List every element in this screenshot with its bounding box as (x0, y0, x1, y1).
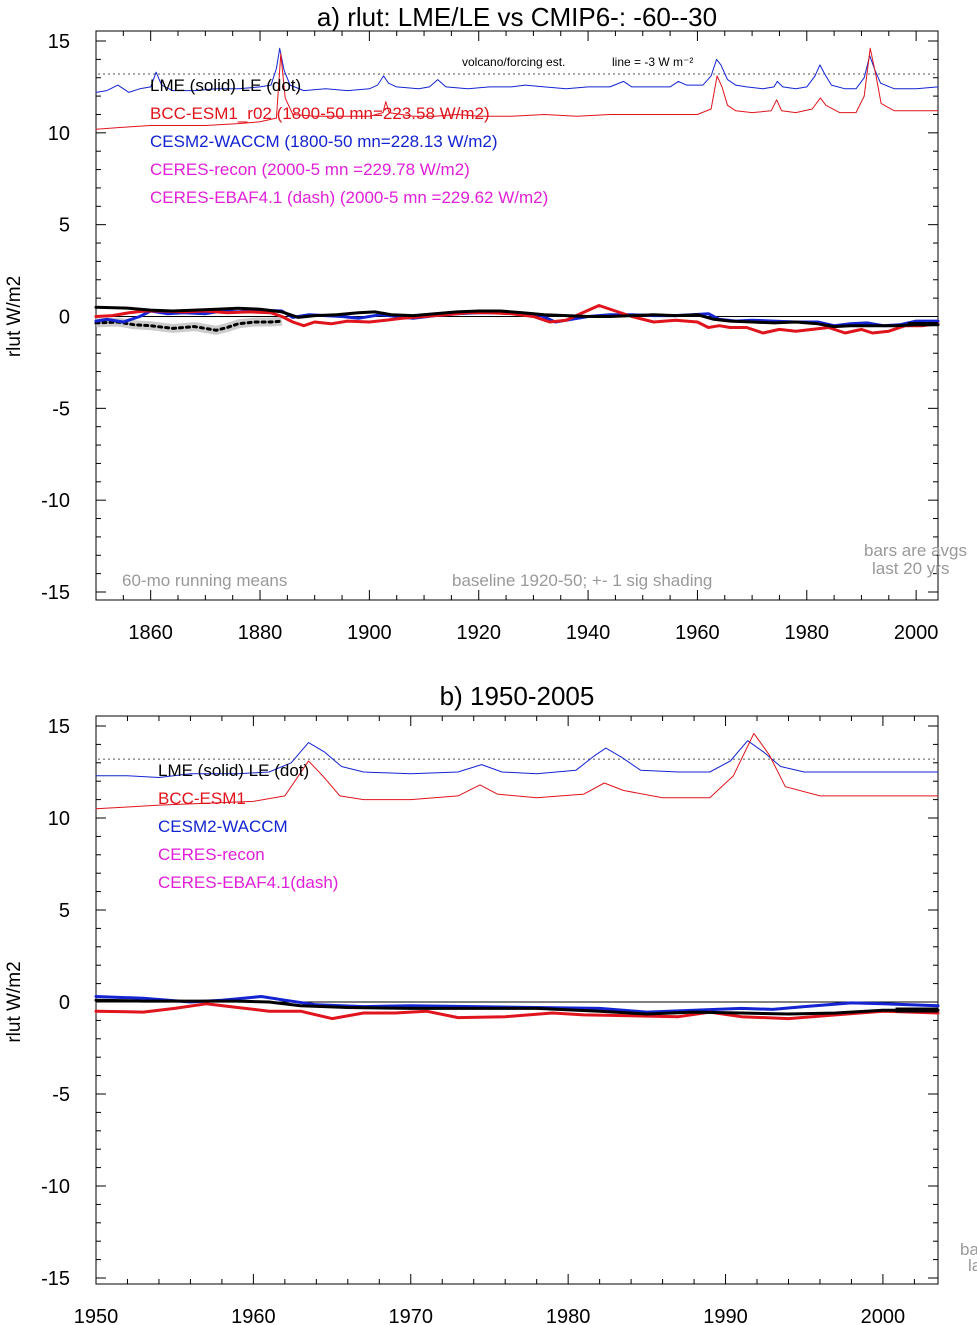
annotation-volcano: volcano/forcing est. (462, 55, 565, 69)
x-tick-label: 1860 (128, 622, 173, 644)
series-line (95, 47, 939, 93)
y-tick-label: -10 (41, 490, 70, 512)
panel-a: a) rlut: LME/LE vs CMIP6-: -60--30 rlut W… (4, 2, 967, 644)
legend-entry: CERES-EBAF4.1(dash) (158, 873, 338, 892)
x-tick-label: 1900 (347, 622, 392, 644)
avg-bar (907, 322, 938, 327)
y-tick-label: -5 (52, 398, 70, 420)
x-tick-label: 1990 (703, 1306, 748, 1325)
series-line (94, 1002, 940, 1021)
annotation-bars: ba (960, 1240, 977, 1259)
y-axis-label: rlut W/m2 (4, 961, 25, 1042)
legend-entry: BCC-ESM1_r02 (1800-50 mn=223.58 W/m2) (150, 104, 490, 123)
annotation-bars: last 20 yrs (872, 559, 949, 578)
legend-entry: CERES-recon (2000-5 mn =229.78 W/m2) (150, 160, 470, 179)
legend-entry: CESM2-WACCM (158, 817, 288, 836)
x-tick-label: 1970 (389, 1306, 434, 1325)
y-tick-label: 10 (48, 808, 70, 830)
x-tick-label: 1880 (238, 622, 283, 644)
y-tick-label: -10 (41, 1176, 70, 1198)
x-tick-label: 1980 (785, 622, 830, 644)
annotation-baseline: baseline 1920-50; +- 1 sig shading (452, 571, 712, 590)
x-tick-label: 1960 (231, 1306, 276, 1325)
chart-title: a) rlut: LME/LE vs CMIP6-: -60--30 (317, 2, 717, 32)
legend-entry: CERES-recon (158, 845, 265, 864)
x-tick-label: 1920 (456, 622, 501, 644)
y-tick-label: 0 (59, 992, 70, 1014)
y-tick-label: 0 (59, 307, 70, 329)
y-tick-label: 10 (48, 123, 70, 145)
y-tick-label: -5 (52, 1084, 70, 1106)
series-line (95, 732, 939, 810)
annotation-bars: la (968, 1256, 977, 1275)
legend-entry: CERES-EBAF4.1 (dash) (2000-5 mn =229.62 … (150, 188, 548, 207)
chart-title: b) 1950-2005 (440, 681, 595, 711)
x-tick-label: 2000 (894, 622, 939, 644)
avg-bar (895, 1007, 938, 1013)
y-tick-label: 5 (59, 900, 70, 922)
legend-entry: LME (solid) LE (dot) (150, 76, 301, 95)
annotation-running-means: 60-mo running means (122, 571, 287, 590)
series-line (94, 304, 940, 335)
annotation-bars: bars are avgs (864, 541, 967, 560)
x-tick-label: 1960 (675, 622, 720, 644)
series-line (95, 47, 939, 130)
y-tick-label: -15 (41, 1268, 70, 1290)
legend-entry: LME (solid) LE (dot) (158, 761, 309, 780)
x-tick-label: 2000 (861, 1306, 906, 1325)
x-tick-label: 1980 (546, 1306, 591, 1325)
y-axis-label: rlut W/m2 (4, 276, 25, 357)
series-line (95, 740, 939, 778)
series-line (94, 319, 284, 332)
legend-entry: BCC-ESM1 (158, 789, 246, 808)
series-line (94, 305, 940, 329)
series-line (94, 998, 940, 1016)
legend-entry: CESM2-WACCM (1800-50 mn=228.13 W/m2) (150, 132, 498, 151)
x-tick-label: 1940 (566, 622, 611, 644)
y-tick-label: 5 (59, 215, 70, 237)
y-tick-label: 15 (48, 31, 70, 53)
y-tick-label: -15 (41, 582, 70, 604)
x-tick-label: 1950 (74, 1306, 119, 1325)
annotation-line: line = -3 W m⁻² (612, 55, 693, 69)
y-tick-label: 15 (48, 716, 70, 738)
